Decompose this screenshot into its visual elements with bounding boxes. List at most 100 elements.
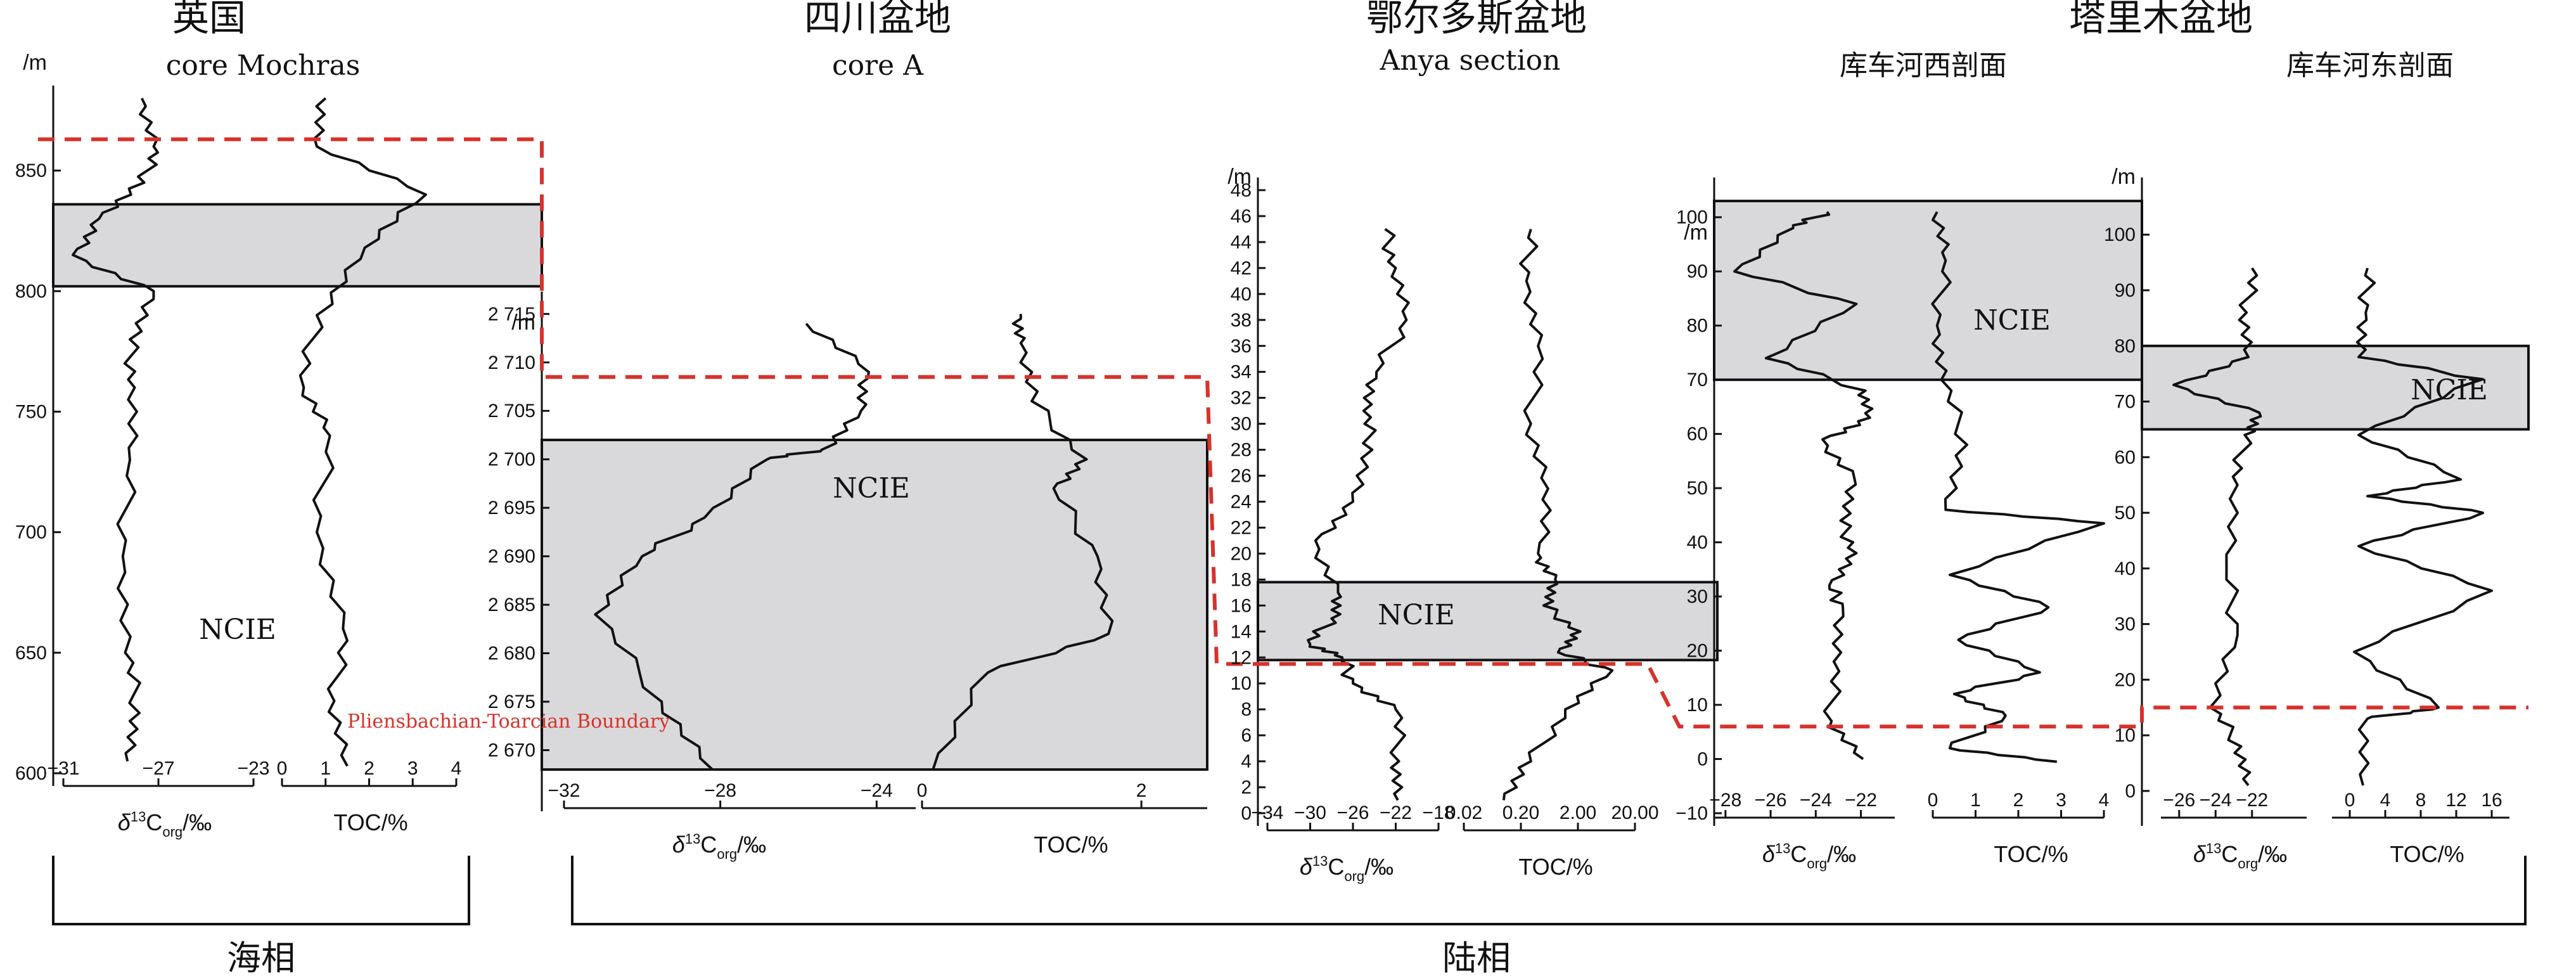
x-tick-label-toc-anya-1: 0.20 <box>1503 802 1539 823</box>
depth-tick-label-kuche_west-3: 20 <box>1687 641 1708 662</box>
boundary-line <box>38 137 2528 729</box>
x-tick-label-d13c-mochras-0: −31 <box>48 758 80 779</box>
x-tick-label-toc-kuche_east-4: 16 <box>2481 790 2502 811</box>
x-label-part-3: org <box>162 824 183 840</box>
x-label-part-0: δ <box>2193 841 2207 867</box>
depth-tick-label-anya-13: 26 <box>1231 466 1252 487</box>
depth-tick-label-anya-17: 34 <box>1231 362 1252 383</box>
depth-unit-core_a: /m <box>511 311 535 335</box>
depth-tick-label-kuche_east-4: 40 <box>2115 558 2136 579</box>
depth-tick-label-kuche_east-0: 0 <box>2125 781 2136 802</box>
curves-layer <box>72 97 2493 801</box>
x-label-d13c-mochras: δ13Corg/‰ <box>118 809 212 840</box>
depth-tick-label-mochras-0: 600 <box>15 763 47 784</box>
x-tick-label-d13c-core_a-1: −28 <box>704 780 736 801</box>
x-label-part-1: 13 <box>1312 853 1328 869</box>
depth-unit-kuche_west: /m <box>1684 221 1708 245</box>
curve-d13c-core_a <box>594 323 870 771</box>
x-label-part-4: /‰ <box>2258 841 2287 867</box>
depth-unit-mochras: /m <box>23 51 47 75</box>
x-label-part-4: /‰ <box>1827 841 1856 867</box>
curve-d13c-kuche_east <box>2172 267 2262 787</box>
depth-tick-label-anya-1: 2 <box>1241 777 1252 798</box>
x-label-toc-mochras: TOC/% <box>333 809 407 835</box>
x-tick-label-toc-core_a-0: 0 <box>917 780 928 801</box>
x-label-d13c-kuche_west: δ13Corg/‰ <box>1762 840 1856 872</box>
x-tick-label-toc-kuche_west-0: 0 <box>1928 790 1938 811</box>
x-tick-label-toc-anya-3: 20.00 <box>1611 802 1658 823</box>
depth-unit-kuche_east: /m <box>2111 165 2136 189</box>
depth-tick-label-core_a-5: 2 695 <box>488 498 535 518</box>
depth-tick-label-anya-18: 36 <box>1231 336 1252 357</box>
x-tick-label-d13c-core_a-0: −32 <box>548 780 580 801</box>
ncie-label-anya: NCIE <box>1378 599 1455 631</box>
curve-d13c-kuche_west <box>1733 211 1874 761</box>
x-tick-label-toc-mochras-4: 4 <box>451 758 462 779</box>
depth-tick-label-mochras-4: 800 <box>15 281 47 302</box>
x-tick-label-toc-kuche_west-2: 2 <box>2013 790 2024 811</box>
x-tick-label-d13c-anya-3: −22 <box>1380 802 1412 823</box>
depth-tick-label-anya-14: 28 <box>1231 440 1252 461</box>
x-label-d13c-anya: δ13Corg/‰ <box>1300 853 1394 884</box>
boundary-label: Pliensbachian-Toarcian Boundary <box>347 711 670 733</box>
depth-tick-label-core_a-7: 2 705 <box>488 401 535 421</box>
x-label-part-2: C <box>2221 841 2238 867</box>
x-tick-label-d13c-kuche_west-1: −26 <box>1755 790 1787 811</box>
x-label-part-3: org <box>717 846 737 862</box>
x-tick-label-toc-kuche_west-3: 3 <box>2056 790 2067 811</box>
depth-tick-label-kuche_west-6: 50 <box>1687 478 1708 499</box>
x-tick-label-d13c-anya-4: −18 <box>1423 802 1455 823</box>
x-label-toc-kuche_east: TOC/% <box>2390 841 2464 867</box>
depth-tick-label-anya-8: 16 <box>1231 595 1252 616</box>
x-label-toc-anya: TOC/% <box>1518 854 1592 880</box>
x-tick-label-d13c-anya-2: −26 <box>1337 802 1369 823</box>
depth-tick-label-anya-2: 4 <box>1241 751 1252 772</box>
depth-tick-label-anya-5: 10 <box>1231 673 1252 694</box>
ncie-box-core_a <box>541 439 1208 771</box>
depth-tick-label-kuche_east-5: 50 <box>2115 503 2136 524</box>
x-tick-label-d13c-kuche_east-2: −22 <box>2236 790 2268 811</box>
x-label-part-2: C <box>700 832 717 858</box>
x-label-part-2: C <box>1328 854 1344 880</box>
ncie-layer <box>52 200 2530 771</box>
x-tick-label-d13c-kuche_east-0: −26 <box>2163 790 2195 811</box>
x-tick-label-toc-kuche_east-2: 8 <box>2416 790 2426 811</box>
region-title-ordos: 鄂尔多斯盆地 <box>1366 0 1587 39</box>
depth-tick-label-kuche_east-7: 70 <box>2115 392 2136 413</box>
x-label-part-0: δ <box>1762 841 1776 867</box>
depth-unit-anya: /m <box>1227 165 1252 189</box>
depth-tick-label-anya-12: 24 <box>1231 492 1252 513</box>
depth-tick-label-anya-3: 6 <box>1241 725 1252 746</box>
depth-tick-label-anya-16: 32 <box>1231 388 1252 409</box>
ncie-label-kuche_west: NCIE <box>1973 304 2051 337</box>
x-tick-label-toc-kuche_east-3: 12 <box>2445 790 2466 811</box>
section-title-core_a: core A <box>832 49 924 82</box>
x-label-part-1: 13 <box>131 809 146 825</box>
x-label-part-0: δ <box>118 809 131 835</box>
ncie-label-core_a: NCIE <box>833 472 910 505</box>
x-tick-label-toc-kuche_east-1: 4 <box>2380 790 2391 811</box>
depth-tick-label-anya-9: 18 <box>1231 569 1252 590</box>
curve-toc-mochras <box>298 97 427 767</box>
x-label-part-1: 13 <box>685 831 700 847</box>
x-tick-label-d13c-core_a-2: −24 <box>861 780 893 801</box>
curve-d13c-mochras <box>72 98 159 762</box>
x-label-part-4: /‰ <box>737 832 766 858</box>
curve-toc-kuche_west <box>1931 211 2105 763</box>
x-label-part-3: org <box>1807 856 1827 872</box>
depth-tick-label-mochras-3: 750 <box>15 401 47 422</box>
x-tick-label-toc-anya-2: 2.00 <box>1560 802 1596 823</box>
x-tick-label-toc-mochras-0: 0 <box>277 758 288 779</box>
depth-tick-label-anya-22: 44 <box>1231 232 1252 253</box>
depth-tick-label-anya-20: 40 <box>1231 284 1252 305</box>
marine-bracket <box>52 856 470 925</box>
x-tick-label-toc-core_a-1: 2 <box>1136 780 1147 801</box>
depth-tick-label-kuche_east-9: 90 <box>2115 280 2136 301</box>
depth-tick-label-kuche_east-6: 60 <box>2115 447 2136 468</box>
x-tick-label-d13c-anya-0: −34 <box>1252 802 1284 823</box>
depth-tick-label-kuche_west-10: 90 <box>1687 261 1708 282</box>
region-title-uk: 英国 <box>172 0 246 39</box>
depth-tick-label-anya-0: 0 <box>1241 803 1252 824</box>
depth-tick-label-anya-19: 38 <box>1231 310 1252 331</box>
depth-tick-label-anya-15: 30 <box>1231 414 1252 435</box>
